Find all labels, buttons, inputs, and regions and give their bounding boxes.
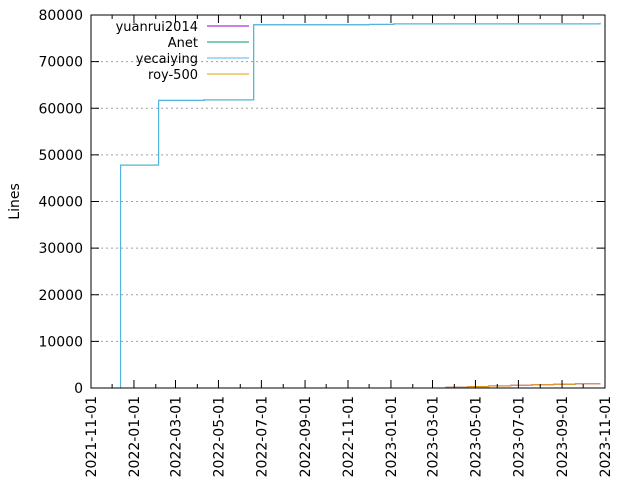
x-tick-label: 2021-11-01 xyxy=(84,396,100,477)
y-tick-label: 30000 xyxy=(38,241,83,257)
axis-ticks xyxy=(90,14,606,389)
x-tick-label: 2023-07-01 xyxy=(511,396,527,477)
legend-label: yuanrui2014 xyxy=(116,20,198,35)
y-tick-label: 70000 xyxy=(38,55,83,71)
x-tick-label: 2023-11-01 xyxy=(598,396,614,477)
y-tick-label: 40000 xyxy=(38,195,83,211)
y-tick-label: 20000 xyxy=(38,288,83,304)
y-tick-label: 0 xyxy=(74,381,83,397)
x-tick-label: 2022-05-01 xyxy=(211,396,227,477)
y-tick-label: 10000 xyxy=(38,334,83,350)
x-tick-label: 2023-05-01 xyxy=(468,396,484,477)
legend-label: yecaiying xyxy=(136,52,198,67)
x-tick-label: 2022-07-01 xyxy=(254,396,270,477)
x-tick-label: 2022-11-01 xyxy=(341,396,357,477)
y-tick-label: 60000 xyxy=(38,101,83,117)
y-tick-label: 50000 xyxy=(38,148,83,164)
x-tick-label: 2022-01-01 xyxy=(127,396,143,477)
x-tick-label: 2023-03-01 xyxy=(425,396,441,477)
grid-lines xyxy=(91,61,605,342)
series-lines xyxy=(120,22,601,389)
x-tick-labels: 2021-11-01 2022-01-01 2022-03-01 2022-05-01… xyxy=(84,396,614,477)
x-tick-label: 2023-01-01 xyxy=(384,396,400,477)
x-tick-label: 2022-09-01 xyxy=(298,396,314,477)
y-tick-labels: 0 10000 20000 30000 40000 50000 60000 70000 8000… xyxy=(38,8,83,397)
series-line-roy-500 xyxy=(422,383,601,389)
legend-label: Anet xyxy=(168,36,198,51)
legend-label: roy-500 xyxy=(148,68,198,83)
x-tick-label: 2022-03-01 xyxy=(168,396,184,477)
x-tick-label: 2023-09-01 xyxy=(555,396,571,477)
series-line-yecaiying xyxy=(120,22,601,388)
y-axis-label: Lines xyxy=(7,183,23,219)
y-tick-label: 80000 xyxy=(38,8,83,24)
